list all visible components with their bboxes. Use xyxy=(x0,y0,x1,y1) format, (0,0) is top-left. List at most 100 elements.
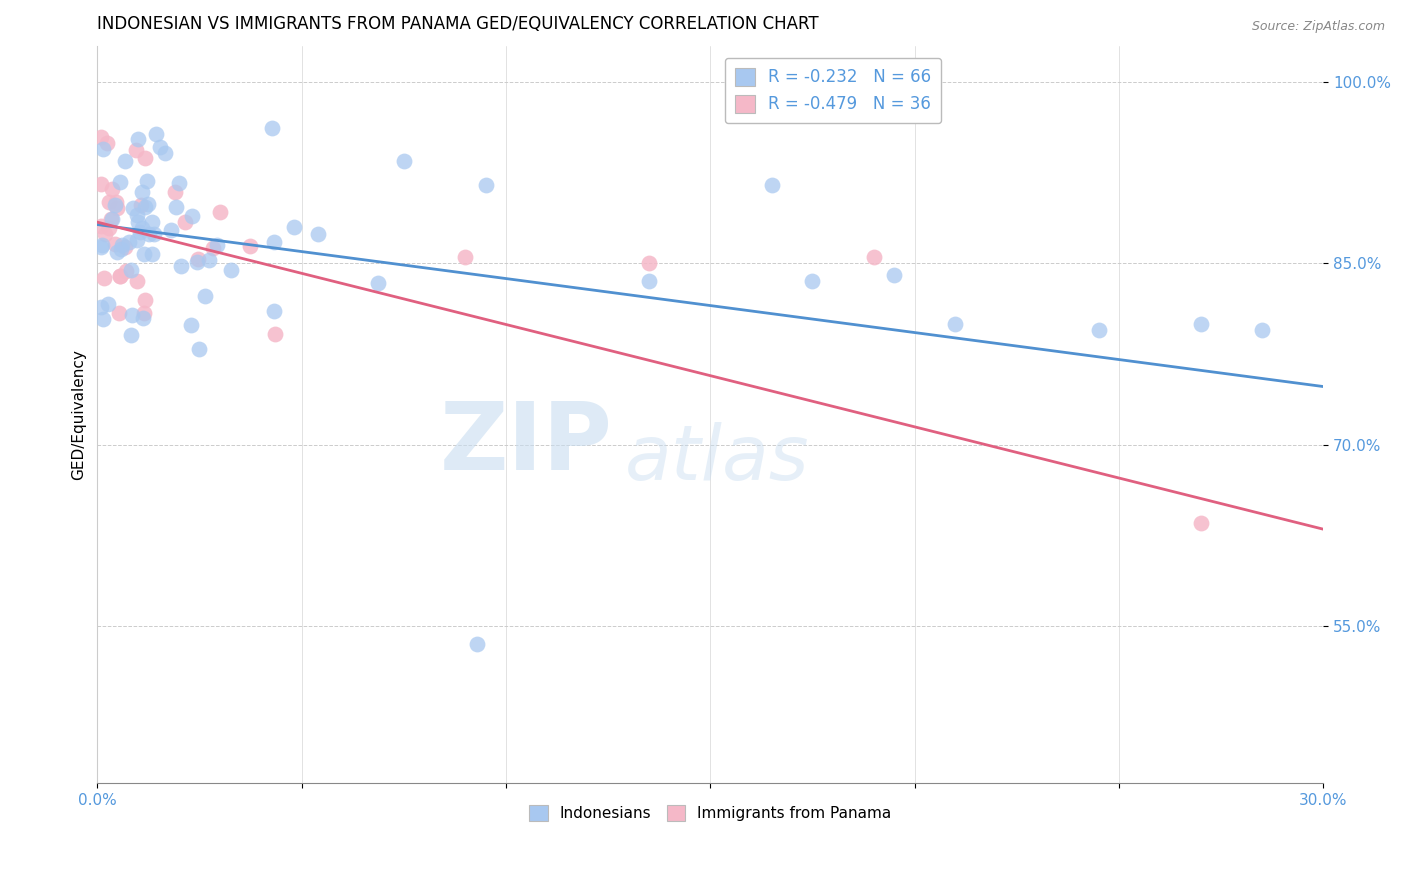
Point xyxy=(134,293,156,307)
Point xyxy=(91,141,114,155)
Point xyxy=(90,301,112,315)
Text: Source: ZipAtlas.com: Source: ZipAtlas.com xyxy=(1251,20,1385,33)
Point xyxy=(98,195,121,210)
Point xyxy=(186,255,208,269)
Point xyxy=(205,238,228,252)
Point xyxy=(149,140,172,154)
Point xyxy=(120,328,142,343)
Point xyxy=(127,132,149,146)
Point xyxy=(120,263,142,277)
Point xyxy=(263,304,285,318)
Point xyxy=(91,238,114,252)
Point xyxy=(90,219,112,234)
Point xyxy=(264,326,287,341)
Point xyxy=(90,177,112,191)
Point xyxy=(141,247,163,261)
Point xyxy=(145,127,167,141)
Point xyxy=(219,263,242,277)
Point xyxy=(174,215,197,229)
Point xyxy=(474,178,496,192)
Point xyxy=(367,276,389,290)
Point xyxy=(108,269,131,284)
Point xyxy=(101,212,124,227)
Point xyxy=(392,153,415,168)
Text: atlas: atlas xyxy=(624,422,808,496)
Point xyxy=(188,342,211,356)
Point xyxy=(638,256,661,270)
Point xyxy=(127,215,149,229)
Point xyxy=(91,311,114,326)
Point xyxy=(194,289,217,303)
Point xyxy=(110,176,132,190)
Point xyxy=(114,153,136,168)
Point xyxy=(187,252,209,266)
Point xyxy=(125,207,148,221)
Point xyxy=(307,227,329,241)
Point xyxy=(1251,323,1274,337)
Point xyxy=(108,306,131,320)
Point xyxy=(165,200,187,214)
Point xyxy=(104,198,127,212)
Point xyxy=(134,151,156,165)
Point xyxy=(260,121,283,136)
Point xyxy=(90,240,112,254)
Point xyxy=(163,185,186,199)
Point xyxy=(96,136,118,150)
Point xyxy=(128,225,150,239)
Point xyxy=(197,252,219,267)
Point xyxy=(138,227,160,241)
Point xyxy=(134,200,156,214)
Point xyxy=(115,264,138,278)
Point xyxy=(93,271,115,285)
Point xyxy=(105,202,128,216)
Point xyxy=(93,227,115,242)
Point xyxy=(125,274,148,288)
Point xyxy=(136,197,159,211)
Point xyxy=(1189,516,1212,530)
Point xyxy=(167,177,190,191)
Point xyxy=(263,235,285,249)
Y-axis label: GED/Equivalency: GED/Equivalency xyxy=(72,349,86,480)
Point xyxy=(945,317,967,331)
Text: ZIP: ZIP xyxy=(439,398,612,490)
Point xyxy=(153,146,176,161)
Point xyxy=(467,637,489,651)
Point xyxy=(125,233,148,247)
Point xyxy=(761,178,783,192)
Point xyxy=(141,214,163,228)
Point xyxy=(118,235,141,249)
Point xyxy=(101,182,124,196)
Point xyxy=(132,306,155,320)
Point xyxy=(121,308,143,322)
Point xyxy=(97,297,120,311)
Point xyxy=(100,211,122,226)
Point xyxy=(97,220,120,235)
Point xyxy=(125,143,148,157)
Point xyxy=(202,241,225,255)
Point xyxy=(129,198,152,212)
Point xyxy=(105,244,128,259)
Point xyxy=(121,202,143,216)
Point xyxy=(131,185,153,199)
Point xyxy=(638,274,661,288)
Point xyxy=(209,204,232,219)
Point xyxy=(883,268,905,283)
Point xyxy=(180,318,202,332)
Point xyxy=(108,268,131,283)
Point xyxy=(131,220,153,235)
Point xyxy=(1087,323,1109,337)
Point xyxy=(862,250,884,264)
Point xyxy=(131,311,153,326)
Point xyxy=(283,219,305,234)
Point xyxy=(132,247,155,261)
Point xyxy=(104,237,127,252)
Point xyxy=(90,130,112,145)
Legend: Indonesians, Immigrants from Panama: Indonesians, Immigrants from Panama xyxy=(523,799,897,827)
Text: INDONESIAN VS IMMIGRANTS FROM PANAMA GED/EQUIVALENCY CORRELATION CHART: INDONESIAN VS IMMIGRANTS FROM PANAMA GED… xyxy=(97,15,818,33)
Point xyxy=(1189,317,1212,331)
Point xyxy=(454,250,477,264)
Point xyxy=(136,174,159,188)
Point xyxy=(160,223,183,237)
Point xyxy=(114,240,136,254)
Point xyxy=(239,239,262,253)
